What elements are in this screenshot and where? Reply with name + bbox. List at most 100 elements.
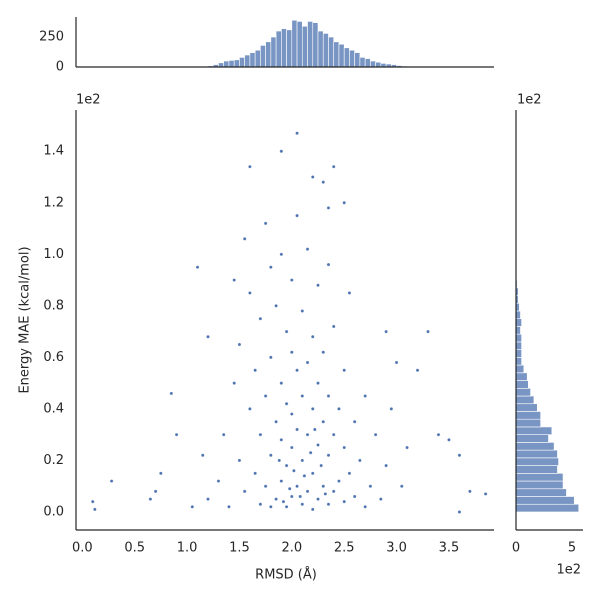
histogram-bar [516, 373, 527, 381]
scatter-point [175, 433, 178, 436]
scatter-point [91, 500, 94, 503]
scatter-point [313, 428, 316, 431]
scatter-point [301, 309, 304, 312]
histogram-bar [281, 29, 286, 67]
x-tick-label: 0 [512, 541, 520, 556]
scatter-point [437, 433, 440, 436]
scatter-point [290, 495, 293, 498]
scatter-point [170, 392, 173, 395]
scatter-point [295, 369, 298, 372]
scatter-point [484, 492, 487, 495]
histogram-bar [234, 60, 239, 67]
scatter-point [320, 464, 323, 467]
scatter-point [390, 407, 393, 410]
scatter-point [343, 369, 346, 372]
histogram-bar [516, 388, 531, 396]
scatter-point [285, 464, 288, 467]
scatter-point [280, 150, 283, 153]
scatter-point [301, 503, 304, 506]
histogram-bar [365, 59, 370, 67]
scatter-point [358, 459, 361, 462]
histogram-bar [516, 497, 574, 505]
histogram-bar [302, 26, 307, 67]
scatter-point [348, 291, 351, 294]
histogram-bar [516, 427, 552, 435]
histogram-bar [218, 63, 223, 67]
scatter-point [110, 479, 113, 482]
scatter-point [290, 351, 293, 354]
histogram-bar [516, 404, 537, 412]
histogram-bar [360, 57, 365, 67]
histogram-bar [516, 481, 563, 489]
scatter-point [311, 472, 314, 475]
histogram-bar [313, 23, 318, 67]
x-axis-label: RMSD (Å) [255, 567, 317, 583]
histogram-bar [292, 20, 297, 67]
histogram-bar [271, 37, 276, 67]
scatter-point [290, 446, 293, 449]
histogram-bar [339, 44, 344, 67]
histogram-bar [255, 50, 260, 67]
scatter-point [159, 472, 162, 475]
scatter-point [332, 325, 335, 328]
scatter-point [264, 222, 267, 225]
histogram-bar [516, 435, 548, 443]
scatter-point [309, 451, 312, 454]
scatter-point [400, 485, 403, 488]
histogram-bar [516, 458, 559, 466]
x-tick-label: 0.0 [72, 541, 93, 556]
x-tick-label: 1.5 [229, 541, 250, 556]
histogram-bar [328, 37, 333, 67]
scatter-point [369, 485, 372, 488]
histogram-bar [516, 419, 541, 427]
scatter-point [278, 459, 281, 462]
histogram-bar [308, 21, 313, 67]
scatter-point [384, 330, 387, 333]
scatter-point [348, 472, 351, 475]
scatter-point [196, 266, 199, 269]
scatter-point [468, 490, 471, 493]
x-tick-label: 2.5 [334, 541, 355, 556]
scatter-point [280, 479, 283, 482]
histogram-bar [344, 48, 349, 67]
histogram-bar [516, 350, 522, 358]
scatter-point [374, 433, 377, 436]
scatter-point [282, 500, 285, 503]
scatter-point [295, 214, 298, 217]
scatter-point [327, 263, 330, 266]
scatter-point [274, 420, 277, 423]
scatter-point [217, 479, 220, 482]
scatter-point [280, 382, 283, 385]
scatter-point [332, 165, 335, 168]
scatter-point [327, 503, 330, 506]
x-tick-label: 3.0 [386, 541, 407, 556]
scatter-point [280, 253, 283, 256]
scatter-point [233, 382, 236, 385]
histogram-bar [323, 33, 328, 67]
scatter-point [343, 446, 346, 449]
scatter-point [285, 330, 288, 333]
scatter-point [301, 459, 304, 462]
histogram-bar [287, 30, 292, 67]
histogram-bar [349, 50, 354, 67]
histogram-bar [260, 45, 265, 67]
scatter-point [292, 469, 295, 472]
y-tick-label: 1.4 [43, 144, 64, 159]
scatter-point [337, 479, 340, 482]
scatter-point [206, 335, 209, 338]
y-tick-label: 0 [56, 60, 64, 75]
histogram-bar [266, 42, 271, 67]
histogram-bar [516, 411, 541, 419]
scatter-point [290, 412, 293, 415]
scatter-point [343, 500, 346, 503]
histogram-bar [516, 381, 528, 389]
scatter-point [327, 454, 330, 457]
y-tick-label: 0.0 [43, 504, 64, 519]
scatter-point [364, 394, 367, 397]
scatter-point [238, 343, 241, 346]
histogram-bar [516, 357, 522, 365]
scatter-point [254, 369, 257, 372]
y-tick-label: 1.2 [43, 195, 64, 210]
scatter-point [311, 407, 314, 410]
x-tick-label: 2.0 [281, 541, 302, 556]
